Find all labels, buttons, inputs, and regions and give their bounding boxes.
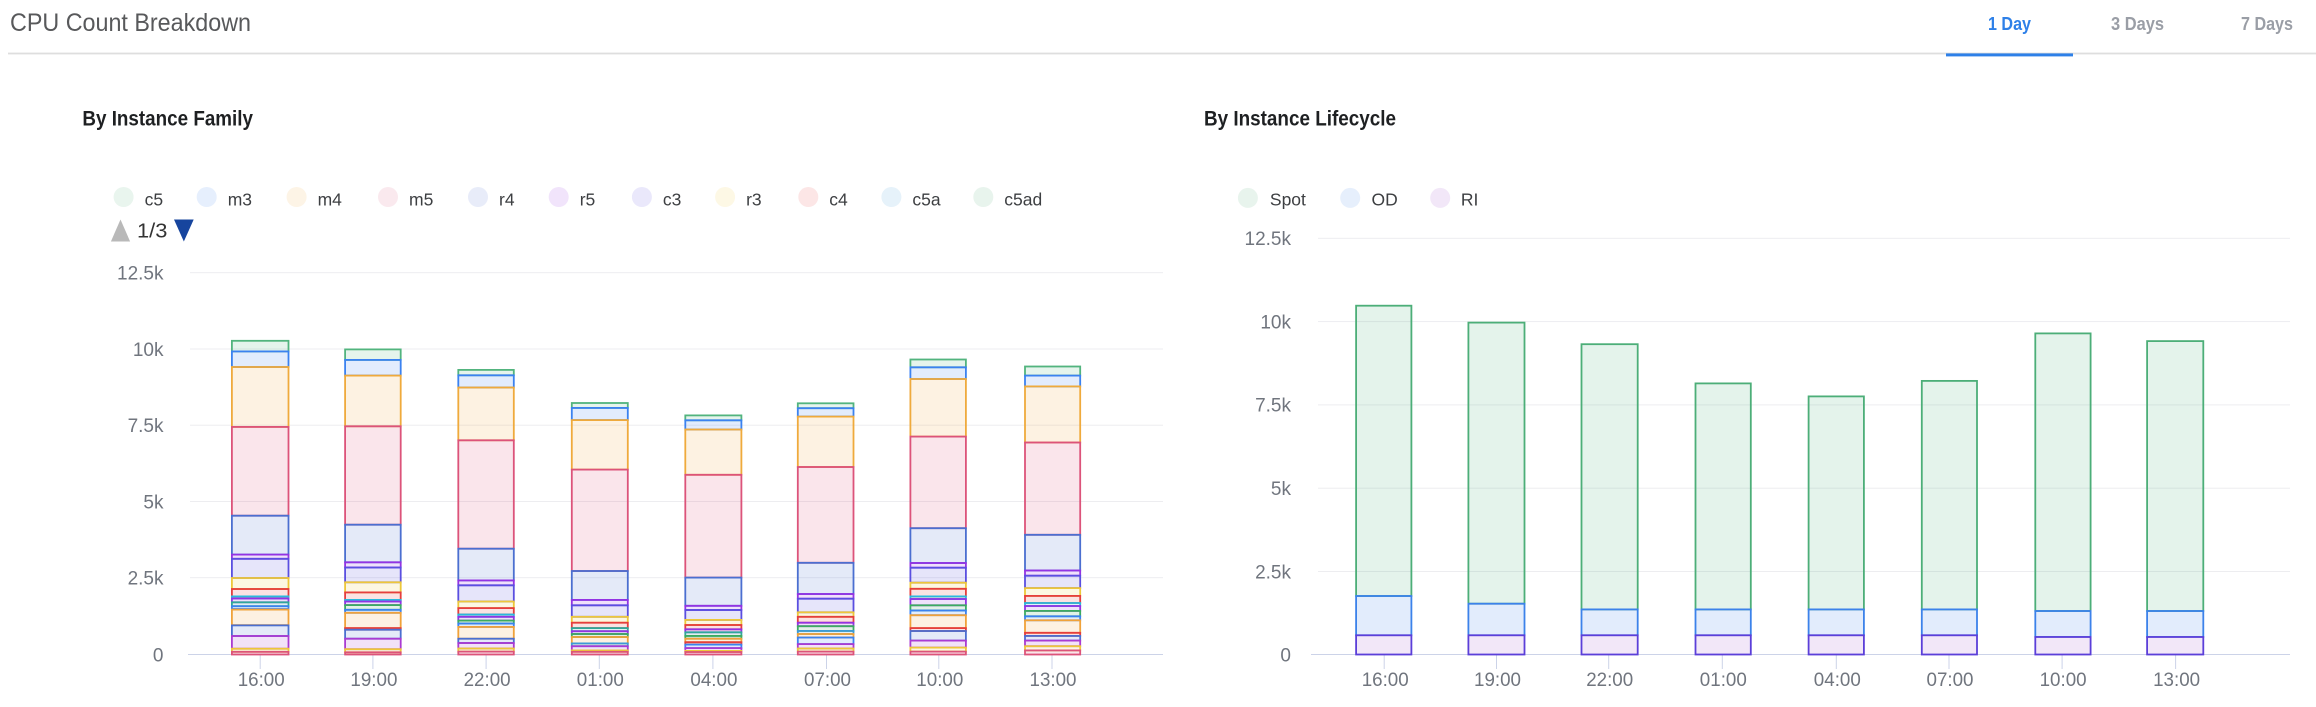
svg-text:RI: RI <box>1461 189 1479 209</box>
svg-text:By Instance Lifecycle: By Instance Lifecycle <box>1204 108 1396 131</box>
svg-text:10:00: 10:00 <box>916 670 963 691</box>
svg-text:12.5k: 12.5k <box>1245 229 1292 250</box>
svg-text:1/3: 1/3 <box>137 221 167 243</box>
svg-text:19:00: 19:00 <box>1474 670 1521 691</box>
svg-text:1 Day: 1 Day <box>1988 13 2032 34</box>
svg-text:16:00: 16:00 <box>238 670 285 691</box>
svg-text:3 Days: 3 Days <box>2111 13 2164 34</box>
svg-text:c5a: c5a <box>912 189 940 209</box>
svg-text:0: 0 <box>153 645 164 666</box>
svg-text:04:00: 04:00 <box>690 670 737 691</box>
svg-text:10:00: 10:00 <box>2040 670 2087 691</box>
svg-text:r4: r4 <box>499 189 515 209</box>
svg-text:12.5k: 12.5k <box>117 264 164 285</box>
svg-text:2.5k: 2.5k <box>1255 562 1291 583</box>
svg-text:5k: 5k <box>1271 479 1292 500</box>
svg-text:c5ad: c5ad <box>1004 189 1042 209</box>
svg-text:r5: r5 <box>580 189 596 209</box>
svg-text:5k: 5k <box>143 492 164 513</box>
svg-text:m4: m4 <box>318 189 343 209</box>
svg-text:c3: c3 <box>663 189 681 209</box>
svg-text:22:00: 22:00 <box>464 670 511 691</box>
svg-text:7 Days: 7 Days <box>2241 13 2293 34</box>
svg-text:By Instance Family: By Instance Family <box>82 108 253 131</box>
svg-text:07:00: 07:00 <box>804 670 851 691</box>
svg-text:22:00: 22:00 <box>1586 670 1633 691</box>
svg-text:CPU Count Breakdown: CPU Count Breakdown <box>10 9 251 37</box>
svg-text:7.5k: 7.5k <box>1255 396 1291 417</box>
svg-text:r3: r3 <box>746 189 762 209</box>
svg-text:10k: 10k <box>1260 312 1291 333</box>
svg-text:04:00: 04:00 <box>1814 670 1861 691</box>
svg-text:m5: m5 <box>409 189 433 209</box>
svg-text:01:00: 01:00 <box>577 670 624 691</box>
svg-text:m3: m3 <box>228 189 252 209</box>
svg-text:c5: c5 <box>145 189 163 209</box>
svg-text:0: 0 <box>1280 645 1291 666</box>
svg-text:7.5k: 7.5k <box>128 416 164 437</box>
svg-text:13:00: 13:00 <box>2153 670 2200 691</box>
svg-text:2.5k: 2.5k <box>128 569 164 590</box>
svg-text:Spot: Spot <box>1270 189 1306 209</box>
svg-text:c4: c4 <box>829 189 848 209</box>
svg-text:OD: OD <box>1372 189 1398 209</box>
svg-text:01:00: 01:00 <box>1700 670 1747 691</box>
svg-text:10k: 10k <box>133 340 164 361</box>
svg-text:13:00: 13:00 <box>1030 670 1077 691</box>
svg-text:07:00: 07:00 <box>1927 670 1974 691</box>
svg-text:19:00: 19:00 <box>350 670 397 691</box>
svg-text:16:00: 16:00 <box>1362 670 1409 691</box>
